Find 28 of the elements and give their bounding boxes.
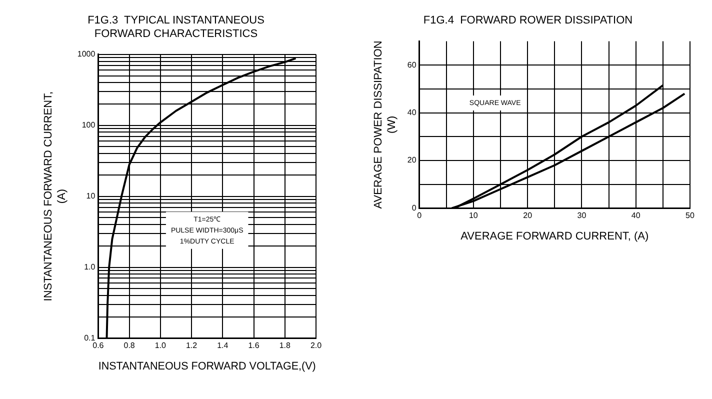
y-tick-label: 1000 [77, 50, 96, 59]
x-tick-label: 2.0 [310, 341, 322, 350]
x-tick-label: 1.6 [248, 341, 260, 350]
x-axis-title: INSTANTANEOUS FORWARD VOLTAGE,(V) [98, 360, 316, 372]
y-axis-title: AVERAGE POWER DISSIPATION (W) [372, 40, 398, 209]
y-tick-label: 10 [86, 192, 96, 201]
x-tick-label: 10 [468, 211, 478, 220]
chart-title: F1G.4 FORWARD ROWER DISSIPATION [423, 14, 633, 27]
y-tick-label: 20 [407, 156, 417, 165]
y-tick-label: 40 [407, 108, 417, 117]
y-axis-title: INSTANTANEOUS FORWARD CURRENT, (A) [42, 91, 68, 302]
x-tick-label: 1.8 [279, 341, 291, 350]
x-tick-label: 50 [686, 211, 695, 220]
x-tick-label: 20 [523, 211, 533, 220]
x-tick-label: 0.6 [92, 341, 104, 350]
x-tick-label: 1.4 [217, 341, 229, 350]
y-tick-label: 0.1 [84, 333, 96, 342]
chart-title: F1G.3 TYPICAL INSTANTANEOUS FORWARD CHARACTERISTICS [88, 14, 264, 40]
y-tick-label: 0 [412, 203, 417, 212]
x-tick-label: 40 [631, 211, 641, 220]
y-tick-label: 60 [407, 60, 417, 70]
y-tick-label: 1.0 [84, 262, 96, 272]
x-axis-title: AVERAGE FORWARD CURRENT, (A) [460, 230, 649, 242]
x-tick-label: 1.2 [186, 341, 198, 350]
x-tick-label: 30 [577, 211, 587, 220]
x-tick-label: 1.0 [154, 341, 167, 350]
y-tick-label: 100 [82, 120, 96, 130]
x-tick-label: 0.8 [124, 341, 136, 350]
